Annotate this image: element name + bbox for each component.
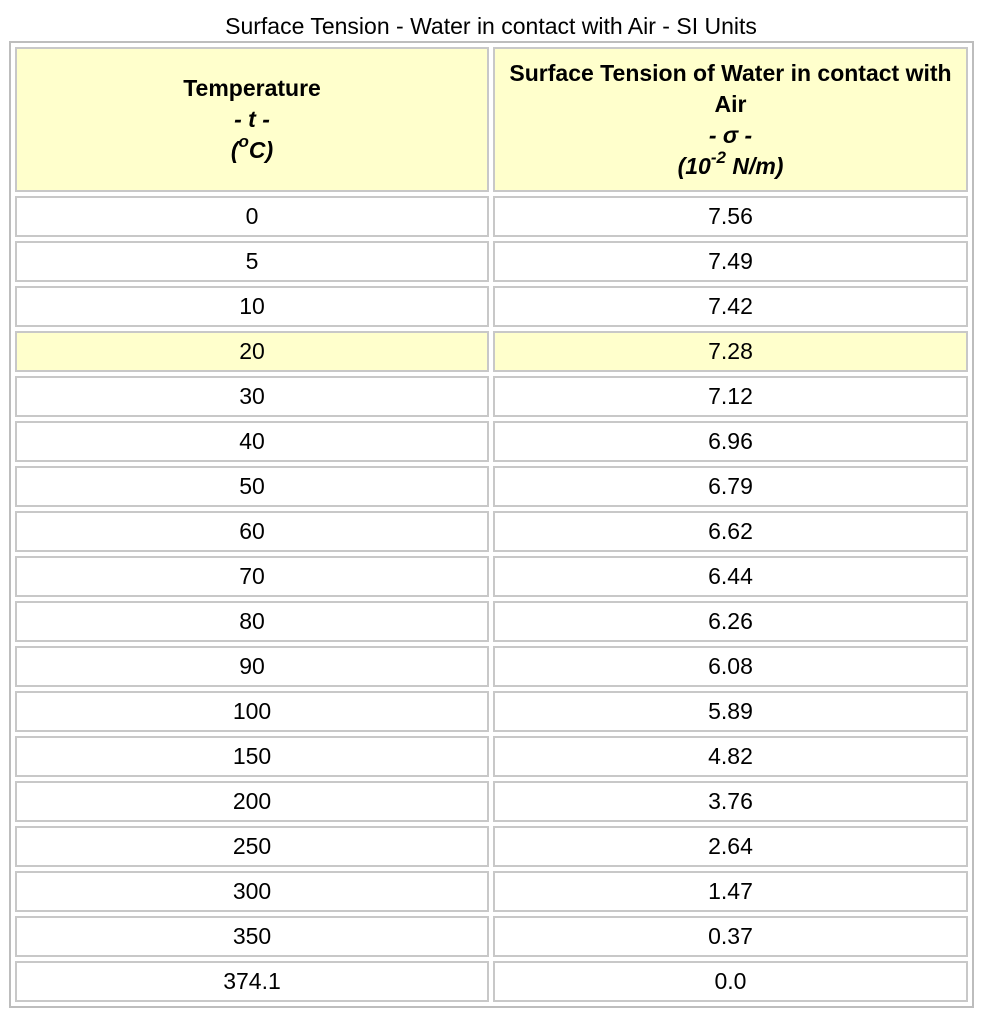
temperature-cell: 80 <box>15 601 489 642</box>
surface-tension-cell: 6.26 <box>493 601 968 642</box>
surface-tension-cell: 0.37 <box>493 916 968 957</box>
surface-tension-cell: 6.62 <box>493 511 968 552</box>
surface-tension-cell: 3.76 <box>493 781 968 822</box>
surface-tension-cell: 2.64 <box>493 826 968 867</box>
surface-tension-header-symbol: - σ - <box>708 121 753 148</box>
surface-tension-cell: 6.44 <box>493 556 968 597</box>
surface-tension-cell: 5.89 <box>493 691 968 732</box>
surface-tension-header-unit: (10-2 N/m) <box>495 147 966 182</box>
temperature-cell: 70 <box>15 556 489 597</box>
temperature-cell: 40 <box>15 421 489 462</box>
table-row: 300 1.47 <box>15 871 968 912</box>
table-row: 70 6.44 <box>15 556 968 597</box>
temperature-cell: 200 <box>15 781 489 822</box>
table-row: 30 7.12 <box>15 376 968 417</box>
temperature-cell: 30 <box>15 376 489 417</box>
temperature-cell: 90 <box>15 646 489 687</box>
table-row: 200 3.76 <box>15 781 968 822</box>
temperature-cell: 374.1 <box>15 961 489 1002</box>
table-row: 0 7.56 <box>15 196 968 237</box>
surface-tension-unit-sup: -2 <box>710 147 726 167</box>
table-row: 374.1 0.0 <box>15 961 968 1002</box>
surface-tension-cell: 7.49 <box>493 241 968 282</box>
surface-tension-cell: 0.0 <box>493 961 968 1002</box>
temperature-unit-sup: o <box>238 132 249 152</box>
surface-tension-cell: 4.82 <box>493 736 968 777</box>
surface-tension-cell: 6.08 <box>493 646 968 687</box>
table-row: 150 4.82 <box>15 736 968 777</box>
table-row: 50 6.79 <box>15 466 968 507</box>
table-row: 5 7.49 <box>15 241 968 282</box>
temperature-cell: 50 <box>15 466 489 507</box>
surface-tension-header: Surface Tension of Water in contact with… <box>493 47 968 192</box>
header-row: Temperature - t - (oC) Surface Tension o… <box>15 47 968 192</box>
temperature-header: Temperature - t - (oC) <box>15 47 489 192</box>
surface-tension-cell: 7.42 <box>493 286 968 327</box>
table-row: 60 6.62 <box>15 511 968 552</box>
table-row: 20 7.28 <box>15 331 968 372</box>
temperature-unit-open: ( <box>230 137 239 163</box>
temperature-cell: 0 <box>15 196 489 237</box>
temperature-cell: 20 <box>15 331 489 372</box>
surface-tension-cell: 7.28 <box>493 331 968 372</box>
temperature-unit-rest: C) <box>248 137 274 163</box>
surface-tension-unit-open: (10 <box>677 152 711 179</box>
table-row: 350 0.37 <box>15 916 968 957</box>
temperature-header-title: Temperature <box>183 75 321 101</box>
surface-tension-cell: 7.12 <box>493 376 968 417</box>
surface-tension-cell: 6.96 <box>493 421 968 462</box>
table-row: 100 5.89 <box>15 691 968 732</box>
surface-tension-cell: 6.79 <box>493 466 968 507</box>
temperature-cell: 250 <box>15 826 489 867</box>
temperature-header-unit: (oC) <box>17 132 487 166</box>
temperature-cell: 350 <box>15 916 489 957</box>
surface-tension-cell: 7.56 <box>493 196 968 237</box>
surface-tension-table: Temperature - t - (oC) Surface Tension o… <box>9 41 974 1008</box>
temperature-header-symbol: - t - <box>234 106 270 132</box>
temperature-cell: 100 <box>15 691 489 732</box>
table-row: 40 6.96 <box>15 421 968 462</box>
table-row: 90 6.08 <box>15 646 968 687</box>
temperature-cell: 5 <box>15 241 489 282</box>
surface-tension-header-title: Surface Tension of Water in contact with… <box>509 59 952 117</box>
table-caption: Surface Tension - Water in contact with … <box>225 13 757 39</box>
temperature-cell: 300 <box>15 871 489 912</box>
temperature-cell: 10 <box>15 286 489 327</box>
surface-tension-cell: 1.47 <box>493 871 968 912</box>
temperature-cell: 150 <box>15 736 489 777</box>
table-row: 80 6.26 <box>15 601 968 642</box>
temperature-cell: 60 <box>15 511 489 552</box>
table-row: 250 2.64 <box>15 826 968 867</box>
surface-tension-unit-rest: N/m) <box>725 152 784 179</box>
table-row: 10 7.42 <box>15 286 968 327</box>
table-body: 0 7.56 5 7.49 10 7.42 20 7.28 30 7.12 40 6.96 50 6.79… <box>15 196 968 1002</box>
